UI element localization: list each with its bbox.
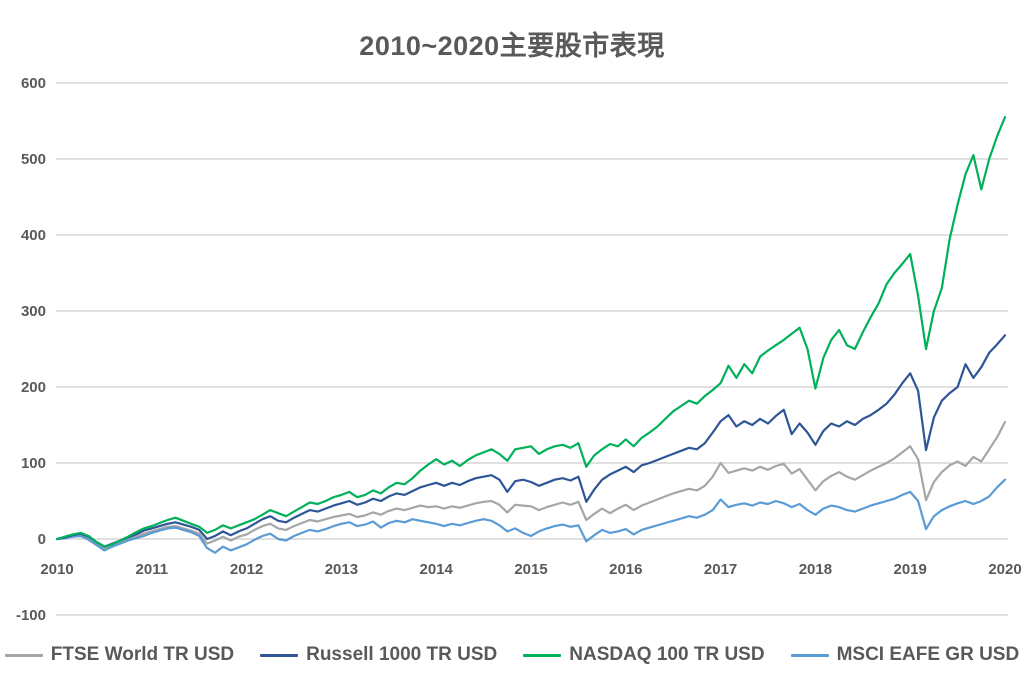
y-axis-label-300: 300	[21, 303, 46, 320]
x-axis-label-2019: 2019	[894, 561, 927, 578]
y-axis-label-200: 200	[21, 379, 46, 396]
series-line-russell-1000-tr-usd	[55, 334, 1007, 548]
legend-item-russell-1000-tr-usd: Russell 1000 TR USD	[260, 644, 497, 666]
legend-swatch-icon	[523, 653, 562, 657]
y-axis-label-600: 600	[21, 75, 46, 92]
series-line-ftse-world-tr-usd	[55, 420, 1007, 550]
chart-title: 2010~2020主要股市表現	[359, 31, 665, 61]
series-line-msci-eafe-gr-usd	[55, 478, 1007, 554]
legend-label: MSCI EAFE GR USD	[836, 644, 1020, 665]
x-axis-label-2010: 2010	[40, 561, 73, 578]
x-axis-label-2013: 2013	[325, 561, 358, 578]
y-axis-label--100: -100	[16, 607, 46, 624]
x-axis-label-2015: 2015	[514, 561, 547, 578]
x-axis-label-2018: 2018	[799, 561, 832, 578]
x-axis-label-2017: 2017	[704, 561, 737, 578]
legend-swatch-icon	[260, 653, 299, 657]
x-axis-label-2016: 2016	[609, 561, 642, 578]
legend-swatch-icon	[790, 653, 829, 657]
x-axis-label-2011: 2011	[136, 561, 169, 578]
legend-swatch-icon	[4, 653, 43, 657]
legend-label: NASDAQ 100 TR USD	[569, 644, 765, 665]
legend-label: Russell 1000 TR USD	[306, 644, 498, 665]
legend-item-msci-eafe-gr-usd: MSCI EAFE GR USD	[790, 644, 1020, 666]
y-axis-label-400: 400	[21, 227, 46, 244]
y-axis-label-500: 500	[21, 151, 46, 168]
x-axis-label-2012: 2012	[230, 561, 263, 578]
legend-item-nasdaq-100-tr-usd: NASDAQ 100 TR USD	[523, 644, 765, 666]
y-axis-label-100: 100	[21, 455, 46, 472]
x-axis-label-2020: 2020	[988, 561, 1021, 578]
legend-label: FTSE World TR USD	[50, 644, 235, 665]
series-line-nasdaq-100-tr-usd	[55, 116, 1007, 548]
x-axis-label-2014: 2014	[420, 561, 454, 578]
y-axis-label-0: 0	[38, 531, 46, 548]
legend-item-ftse-world-tr-usd: FTSE World TR USD	[4, 644, 235, 666]
chart-legend: FTSE World TR USD Russell 1000 TR USD NASD…	[0, 644, 1024, 666]
